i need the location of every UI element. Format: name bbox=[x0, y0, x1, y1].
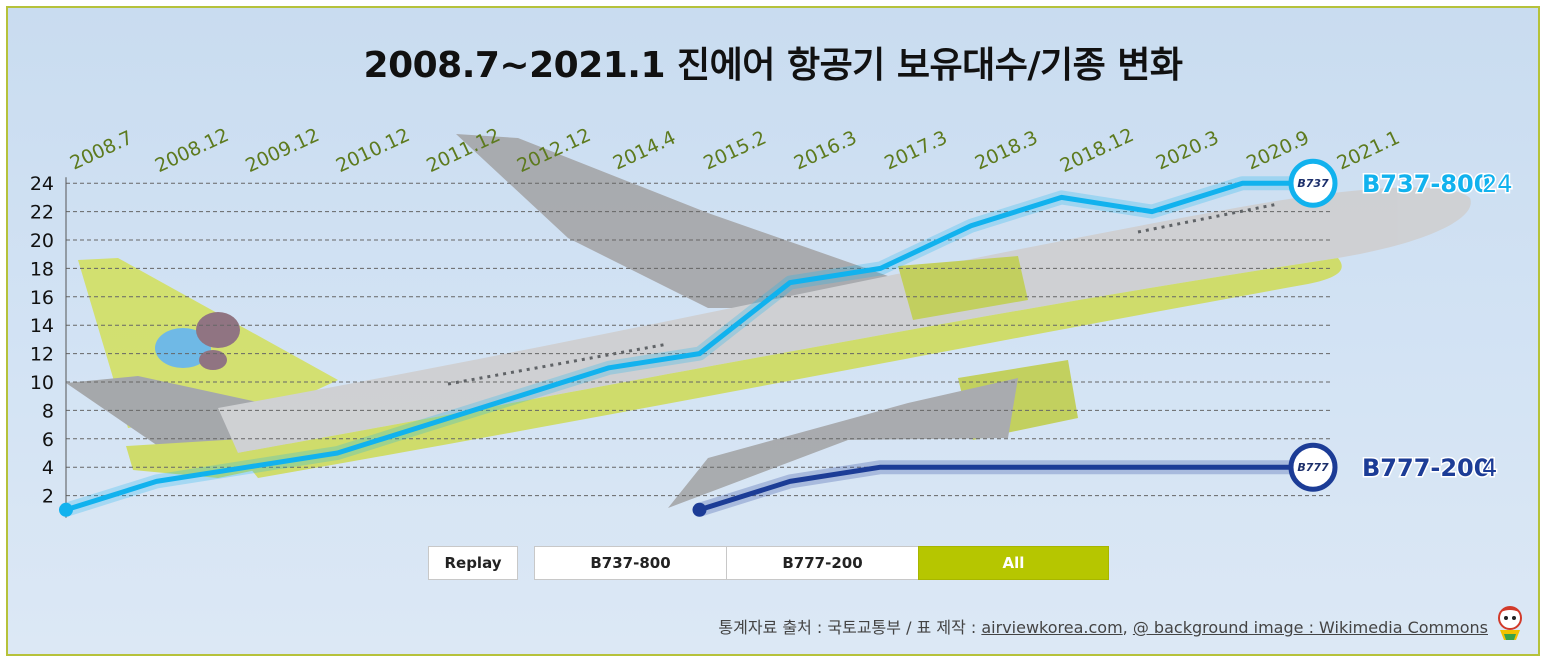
source-prefix: 통계자료 출처 : 국토교통부 / 표 제작 : bbox=[718, 618, 982, 637]
x-tick-label: 2014.4 bbox=[610, 127, 680, 175]
source-separator: , bbox=[1122, 618, 1133, 637]
series-lines bbox=[59, 176, 1336, 517]
x-tick-label: 2015.2 bbox=[700, 127, 770, 175]
series-start-point bbox=[59, 502, 73, 517]
data-point bbox=[426, 423, 430, 427]
x-tick-label: 2009.12 bbox=[242, 124, 323, 177]
filter-all-button[interactable]: All bbox=[918, 546, 1109, 580]
source-link-airviewkorea[interactable]: airviewkorea.com bbox=[981, 618, 1123, 637]
data-point bbox=[788, 281, 792, 285]
x-tick-label: 2017.3 bbox=[881, 127, 951, 175]
y-tick-label: 14 bbox=[30, 315, 54, 337]
grid-lines bbox=[66, 182, 1333, 497]
filter-b737-button[interactable]: B737-800 bbox=[534, 546, 727, 580]
data-point bbox=[698, 508, 702, 512]
x-axis-labels: 2008.7 2008.12 2009.12 2010.12 2011.12 2012.1… bbox=[67, 124, 1404, 177]
source-link-wikimedia[interactable]: @ background image : Wikimedia Commons bbox=[1132, 618, 1488, 637]
y-tick-label: 20 bbox=[30, 230, 54, 252]
data-point bbox=[788, 479, 792, 483]
data-point bbox=[1150, 465, 1154, 469]
series-badge-text: B737 bbox=[1297, 177, 1329, 190]
data-point bbox=[969, 465, 973, 469]
data-point bbox=[879, 465, 883, 469]
x-tick-label: 2016.3 bbox=[791, 127, 861, 175]
x-tick-label: 2018.12 bbox=[1057, 124, 1138, 177]
y-tick-label: 10 bbox=[30, 372, 54, 394]
data-point bbox=[607, 366, 611, 370]
y-tick-label: 4 bbox=[42, 457, 54, 479]
data-point bbox=[517, 394, 521, 398]
y-tick-label: 12 bbox=[30, 344, 54, 366]
filter-b777-button[interactable]: B777-200 bbox=[726, 546, 919, 580]
data-point bbox=[1241, 465, 1245, 469]
y-tick-label: 16 bbox=[30, 287, 54, 309]
series-badge-text: B777 bbox=[1297, 461, 1329, 474]
data-point bbox=[969, 224, 973, 228]
y-tick-label: 2 bbox=[42, 486, 54, 508]
series-badge bbox=[1288, 442, 1338, 492]
data-point bbox=[245, 465, 249, 469]
y-tick-label: 24 bbox=[30, 173, 54, 195]
x-tick-label: 2008.12 bbox=[152, 124, 233, 177]
data-point bbox=[879, 266, 883, 270]
x-tick-label: 2010.12 bbox=[333, 124, 414, 177]
chart-frame: 2 4 6 8 10 12 14 16 18 20 22 24 2008.7 2008.12 2009.1… bbox=[6, 6, 1540, 656]
data-point bbox=[1060, 465, 1064, 469]
x-tick-label: 2008.7 bbox=[67, 127, 137, 175]
airplane-background-image bbox=[66, 134, 1471, 508]
series-line-glow bbox=[697, 460, 1333, 517]
data-point bbox=[1150, 210, 1154, 214]
data-point bbox=[155, 479, 159, 483]
series-line bbox=[63, 180, 1336, 513]
y-tick-label: 8 bbox=[42, 400, 54, 422]
y-tick-label: 22 bbox=[30, 202, 54, 224]
series-end-value: 4 bbox=[1482, 454, 1497, 482]
data-point bbox=[698, 352, 702, 356]
y-tick-label: 6 bbox=[42, 429, 54, 451]
x-tick-label: 2021.1 bbox=[1334, 127, 1404, 175]
x-tick-label: 2020.3 bbox=[1153, 127, 1223, 175]
data-point bbox=[336, 451, 340, 455]
series-line bbox=[697, 464, 1336, 513]
data-point bbox=[1060, 195, 1064, 199]
data-point bbox=[1241, 181, 1245, 185]
series-end-name: B777-200 bbox=[1362, 454, 1490, 482]
mascot-logo-icon bbox=[1498, 606, 1522, 640]
series-start-point bbox=[692, 502, 707, 517]
series-badge bbox=[1288, 158, 1338, 208]
data-point bbox=[64, 508, 68, 512]
chart-title: 2008.7~2021.1 진에어 항공기 보유대수/기종 변화 bbox=[363, 45, 1183, 86]
series-end-name: B737-800 bbox=[1362, 170, 1490, 198]
x-tick-label: 2018.3 bbox=[972, 127, 1042, 175]
series-end-value: 24 bbox=[1482, 170, 1513, 198]
replay-button[interactable]: Replay bbox=[428, 546, 518, 580]
source-credit: 통계자료 출처 : 국토교통부 / 표 제작 : airviewkorea.co… bbox=[718, 614, 1488, 638]
y-tick-label: 18 bbox=[30, 258, 54, 280]
